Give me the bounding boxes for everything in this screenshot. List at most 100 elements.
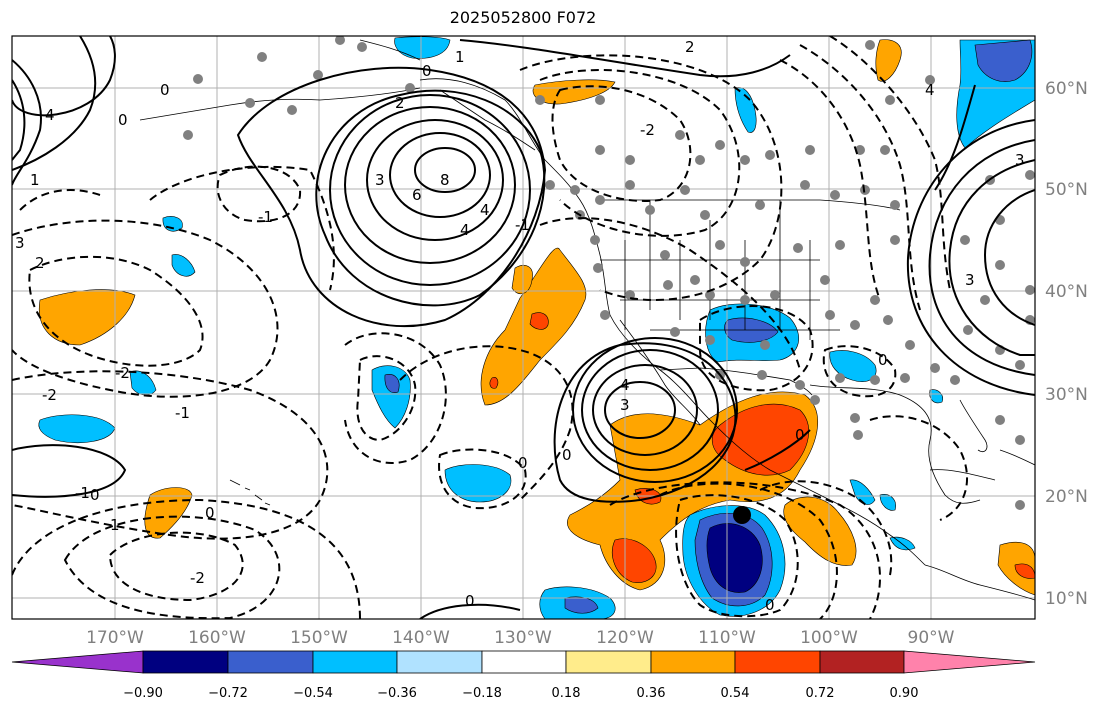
- colorbar-tick-label: 0.90: [890, 686, 919, 701]
- contour-label: 0: [160, 81, 170, 99]
- contour-label: 1: [455, 48, 465, 66]
- zero-contour-gulf: [744, 429, 811, 471]
- colorbar-tick-label: 0.36: [637, 686, 666, 701]
- negative-contour: [438, 448, 527, 510]
- colorbar-tick-label: 0.18: [552, 686, 581, 701]
- positive-anomaly-region: [783, 496, 857, 566]
- negative-anomaly-moderate: [384, 374, 400, 393]
- contour-label: 0: [90, 486, 100, 504]
- colorbar-tick-label: 0.54: [721, 686, 750, 701]
- lon-label: 170°W: [86, 628, 144, 648]
- contour-label: 0: [562, 446, 572, 464]
- negative-contour: [829, 36, 951, 291]
- lat-label: 20°N: [1045, 487, 1088, 507]
- negative-contour: [551, 85, 692, 202]
- negative-contour: [869, 415, 969, 521]
- negative-contour: [675, 494, 799, 618]
- negative-contour: [699, 305, 814, 392]
- lat-label: 50°N: [1045, 180, 1088, 200]
- colorbar-segment: [142, 650, 229, 674]
- low-contour-mexico: [592, 364, 698, 456]
- state-lines: [600, 200, 840, 340]
- colorbar-tick-label: 0.72: [806, 686, 835, 701]
- negative-anomaly-region: [849, 479, 876, 505]
- contour-label: -1: [258, 208, 273, 226]
- zero-contour-south: [419, 603, 521, 619]
- lon-label: 110°W: [698, 628, 756, 648]
- contour-label: 3: [15, 234, 25, 252]
- contour-label: 2: [395, 94, 405, 112]
- contour-label: 0: [878, 351, 888, 369]
- contour-label: -2: [42, 386, 57, 404]
- colorbar-segment: [312, 650, 398, 674]
- map-plot-area: 8 6 4 3 2 1 -1 -2 0 4 3 2 1 0 0 -1 -2 -1…: [12, 36, 1035, 619]
- contour-label: 1: [110, 516, 120, 534]
- low-contour-mexico: [604, 381, 676, 439]
- contour-label: 3: [1015, 151, 1025, 169]
- negative-anomaly-region: [889, 536, 916, 551]
- negative-anomaly-strong: [706, 523, 763, 593]
- negative-anomaly-region: [371, 365, 411, 429]
- negative-anomaly-region: [879, 494, 896, 511]
- positive-anomaly-core: [612, 538, 657, 583]
- lon-label: 120°W: [596, 628, 654, 648]
- contour-lines-dashed: [12, 36, 969, 619]
- contour-labels: 8 6 4 3 2 1 -1 -2 0 4 3 2 1 0 0 -1 -2 -1…: [15, 38, 1025, 614]
- us-mexico-border: [659, 367, 813, 396]
- zero-contour-north: [459, 39, 791, 78]
- east-coast-contour: [983, 189, 1035, 326]
- negative-contour: [12, 370, 329, 540]
- high-pressure-contour: [329, 94, 531, 286]
- contour-label: 2: [685, 38, 695, 56]
- negative-contour: [12, 219, 279, 398]
- storm-center-marker: [733, 506, 751, 524]
- lat-label: 60°N: [1045, 79, 1088, 99]
- west-edge-contour: [12, 59, 42, 186]
- negative-contour: [759, 480, 893, 576]
- central-america: [924, 564, 1035, 601]
- station-markers: [183, 36, 1035, 510]
- contour-label: -1: [515, 216, 530, 234]
- negative-contour: [399, 345, 574, 501]
- longitude-labels: 170°W 160°W 150°W 140°W 130°W 120°W 110°…: [86, 628, 955, 648]
- negative-anomaly-moderate: [974, 39, 1033, 82]
- map-frame: [11, 35, 1036, 620]
- gulf-coast: [809, 384, 981, 504]
- positive-anomaly-region: [511, 265, 533, 295]
- zero-contour-ne: [934, 84, 976, 191]
- contour-label: 4: [620, 376, 630, 394]
- negative-anomaly-region: [171, 254, 196, 277]
- east-coast-contour: [948, 159, 1035, 356]
- colorbar-segment: [565, 650, 652, 674]
- negative-anomaly-moderate: [564, 596, 599, 614]
- negative-contour: [779, 59, 881, 301]
- negative-anomaly-region: [38, 414, 116, 443]
- baja-california: [619, 319, 701, 426]
- east-coast-contour: [928, 139, 1035, 376]
- negative-contour: [149, 165, 335, 291]
- contour-label: 0: [118, 111, 128, 129]
- positive-anomaly-core: [529, 312, 549, 330]
- negative-contour: [799, 44, 921, 311]
- east-coast-contour: [906, 119, 1035, 396]
- cuba-caribbean: [929, 449, 1035, 481]
- negative-contour: [63, 515, 281, 619]
- hawaii-islands: [229, 479, 271, 506]
- lon-label: 140°W: [392, 628, 450, 648]
- lat-label: 40°N: [1045, 282, 1088, 302]
- contour-label: -2: [190, 569, 205, 587]
- colorbar: [11, 650, 1036, 674]
- map-title: 2025052800 F072: [449, 8, 597, 27]
- negative-contour: [539, 217, 801, 371]
- contour-label: 3: [620, 396, 630, 414]
- contour-label: 6: [412, 186, 422, 204]
- contour-label: 0: [765, 596, 775, 614]
- positive-anomaly-region: [38, 289, 136, 346]
- contour-label: 0: [795, 426, 805, 444]
- contour-label: 3: [375, 171, 385, 189]
- contour-label: 1: [30, 171, 40, 189]
- contour-label: -2: [115, 364, 130, 382]
- high-pressure-contour: [414, 147, 476, 193]
- colorbar-labels: −0.90 −0.72 −0.54 −0.36 −0.18 0.18 0.36 …: [123, 686, 918, 701]
- high-pressure-contour: [389, 132, 491, 218]
